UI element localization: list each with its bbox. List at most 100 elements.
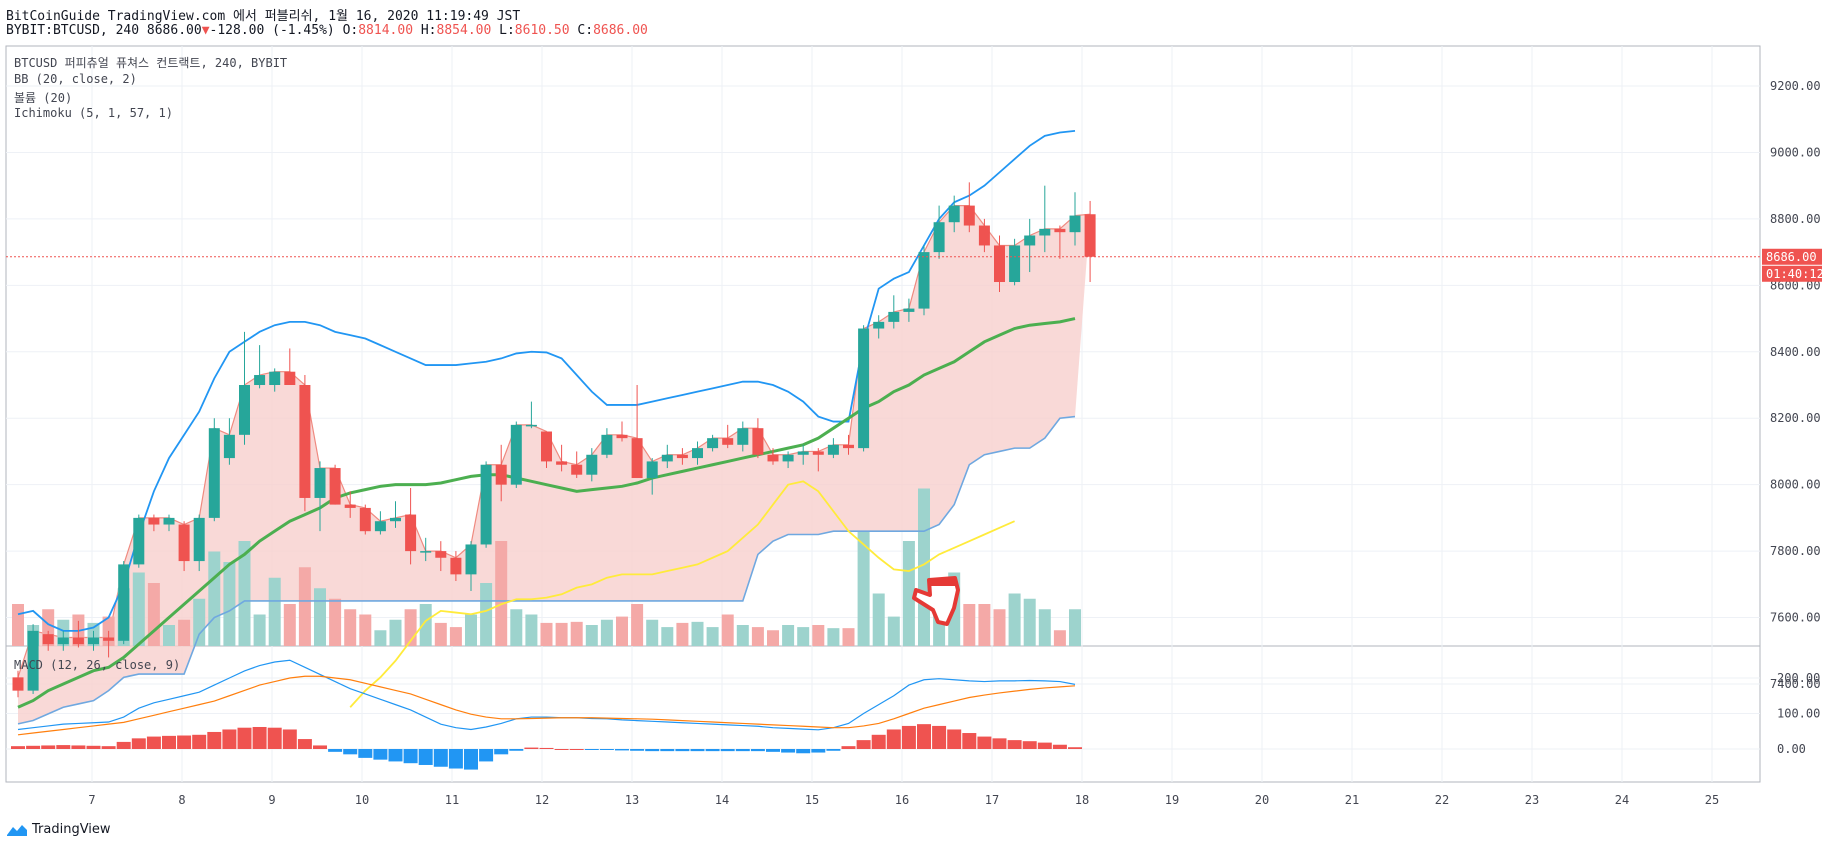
macd-hist-bar <box>177 735 192 749</box>
volume-bars <box>12 488 1081 646</box>
macd-hist-bar <box>146 736 161 749</box>
legend-macd[interactable]: MACD (12, 26, close, 9) <box>14 658 181 672</box>
macd-hist-bar <box>71 745 86 749</box>
candle-body <box>495 464 507 485</box>
volume-bar <box>691 621 704 646</box>
legend-main[interactable]: BTCUSD 퍼피츄얼 퓨쳐스 컨트랙트, 240, BYBIT <box>14 56 288 70</box>
macd-hist-bar <box>373 749 388 760</box>
volume-bar <box>751 627 764 646</box>
macd-hist-bar <box>901 725 916 749</box>
candle-body <box>722 438 734 445</box>
chart-frame <box>5 45 1761 783</box>
volume-bar <box>676 622 689 646</box>
candle-body <box>133 517 145 565</box>
macd-hist-bar <box>433 749 448 767</box>
candle-body <box>933 222 945 253</box>
macd-hist-bar <box>917 724 931 749</box>
macd-hist-bar <box>282 729 297 749</box>
volume-bar <box>812 625 825 646</box>
down-arrow-icon: ▼ <box>201 23 210 38</box>
volume-bar <box>298 567 311 646</box>
volume-bar <box>585 625 598 646</box>
macd-hist-bar <box>886 729 901 749</box>
candle-body <box>208 428 220 518</box>
price-tick-label: 8800.00 <box>1770 212 1821 226</box>
candle-body <box>118 564 130 641</box>
candle-body <box>616 434 628 439</box>
time-tick-label: 8 <box>178 793 185 807</box>
macd-hist-bar <box>796 749 811 754</box>
candle-body <box>692 448 703 459</box>
macd-hist-bar <box>116 741 131 749</box>
macd-hist-bar <box>56 745 71 749</box>
macd-hist-bar <box>343 749 358 755</box>
candle-body <box>374 521 386 532</box>
macd-hist-bar <box>750 749 765 752</box>
macd-hist-bar <box>509 749 524 751</box>
macd-hist-bar <box>358 749 373 758</box>
volume-bar <box>842 628 855 646</box>
macd-hist-bar <box>494 749 509 755</box>
pointing-hand-icon <box>912 576 960 626</box>
macd-hist-bar <box>962 733 977 749</box>
volume-bar <box>1038 609 1051 646</box>
macd-hist-bar <box>675 749 690 752</box>
macd-hist-bar <box>26 745 41 749</box>
candles[interactable] <box>12 182 1096 698</box>
volume-bar <box>706 627 719 646</box>
volume-bar <box>223 562 236 646</box>
candle-body <box>541 431 552 462</box>
macd-hist-bar <box>705 749 720 752</box>
macd-hist-bar <box>41 745 56 749</box>
candle-body <box>1009 245 1021 283</box>
volume-bar <box>540 622 553 646</box>
candle-body <box>299 385 311 498</box>
macd-hist-bar <box>524 747 539 749</box>
high-value: 8854.00 <box>436 23 492 38</box>
volume-bar <box>359 614 372 646</box>
macd-hist-bar <box>479 749 494 762</box>
cloud-fill <box>18 205 1091 724</box>
macd-hist-bar <box>615 749 629 751</box>
volume-bar <box>887 616 900 646</box>
legend-ichimoku[interactable]: Ichimoku (5, 1, 57, 1) <box>14 106 173 120</box>
macd-hist-bar <box>267 727 282 749</box>
legend-volume[interactable]: 볼륨 (20) <box>14 91 73 105</box>
time-tick-label: 10 <box>355 793 369 807</box>
candle-body <box>254 375 266 385</box>
macd-hist-bar <box>1007 740 1022 749</box>
macd-hist-bar <box>992 738 1007 749</box>
time-tick-label: 13 <box>625 793 639 807</box>
legend-bb[interactable]: BB (20, close, 2) <box>14 72 137 86</box>
footer-brand[interactable]: TradingView <box>6 822 111 837</box>
macd-hist-bar <box>720 749 735 752</box>
macd-hist-bar <box>977 736 992 749</box>
macd-hist-bar <box>388 749 403 762</box>
candle-body <box>405 514 417 552</box>
volume-bar <box>782 625 795 646</box>
volume-bar <box>736 625 749 646</box>
volume-bar <box>147 583 160 646</box>
macd-hist-bar <box>690 749 705 752</box>
macd-hist-bar <box>599 749 614 750</box>
ohlc-line: BYBIT:BTCUSD, 240 8686.00▼-128.00 (-1.45… <box>6 23 648 38</box>
candle-body <box>239 385 250 435</box>
candle-body <box>42 634 54 645</box>
volume-bar <box>616 616 628 646</box>
low-value: 8610.50 <box>514 23 570 38</box>
volume-bar <box>661 627 674 646</box>
close-label: C: <box>577 23 594 38</box>
macd-hist-bar <box>192 734 207 749</box>
low-label: L: <box>499 23 515 38</box>
price-tick-label: 7400.00 <box>1770 677 1821 691</box>
candle-body <box>797 451 809 455</box>
last-price-badge-label: 8686.00 <box>1766 250 1817 264</box>
candle-body <box>827 444 839 455</box>
time-tick-label: 25 <box>1705 793 1719 807</box>
time-tick-label: 16 <box>895 793 909 807</box>
time-tick-label: 20 <box>1255 793 1269 807</box>
macd-hist-bar <box>1037 742 1052 749</box>
candle-body <box>12 677 24 691</box>
candle-body <box>103 637 115 641</box>
